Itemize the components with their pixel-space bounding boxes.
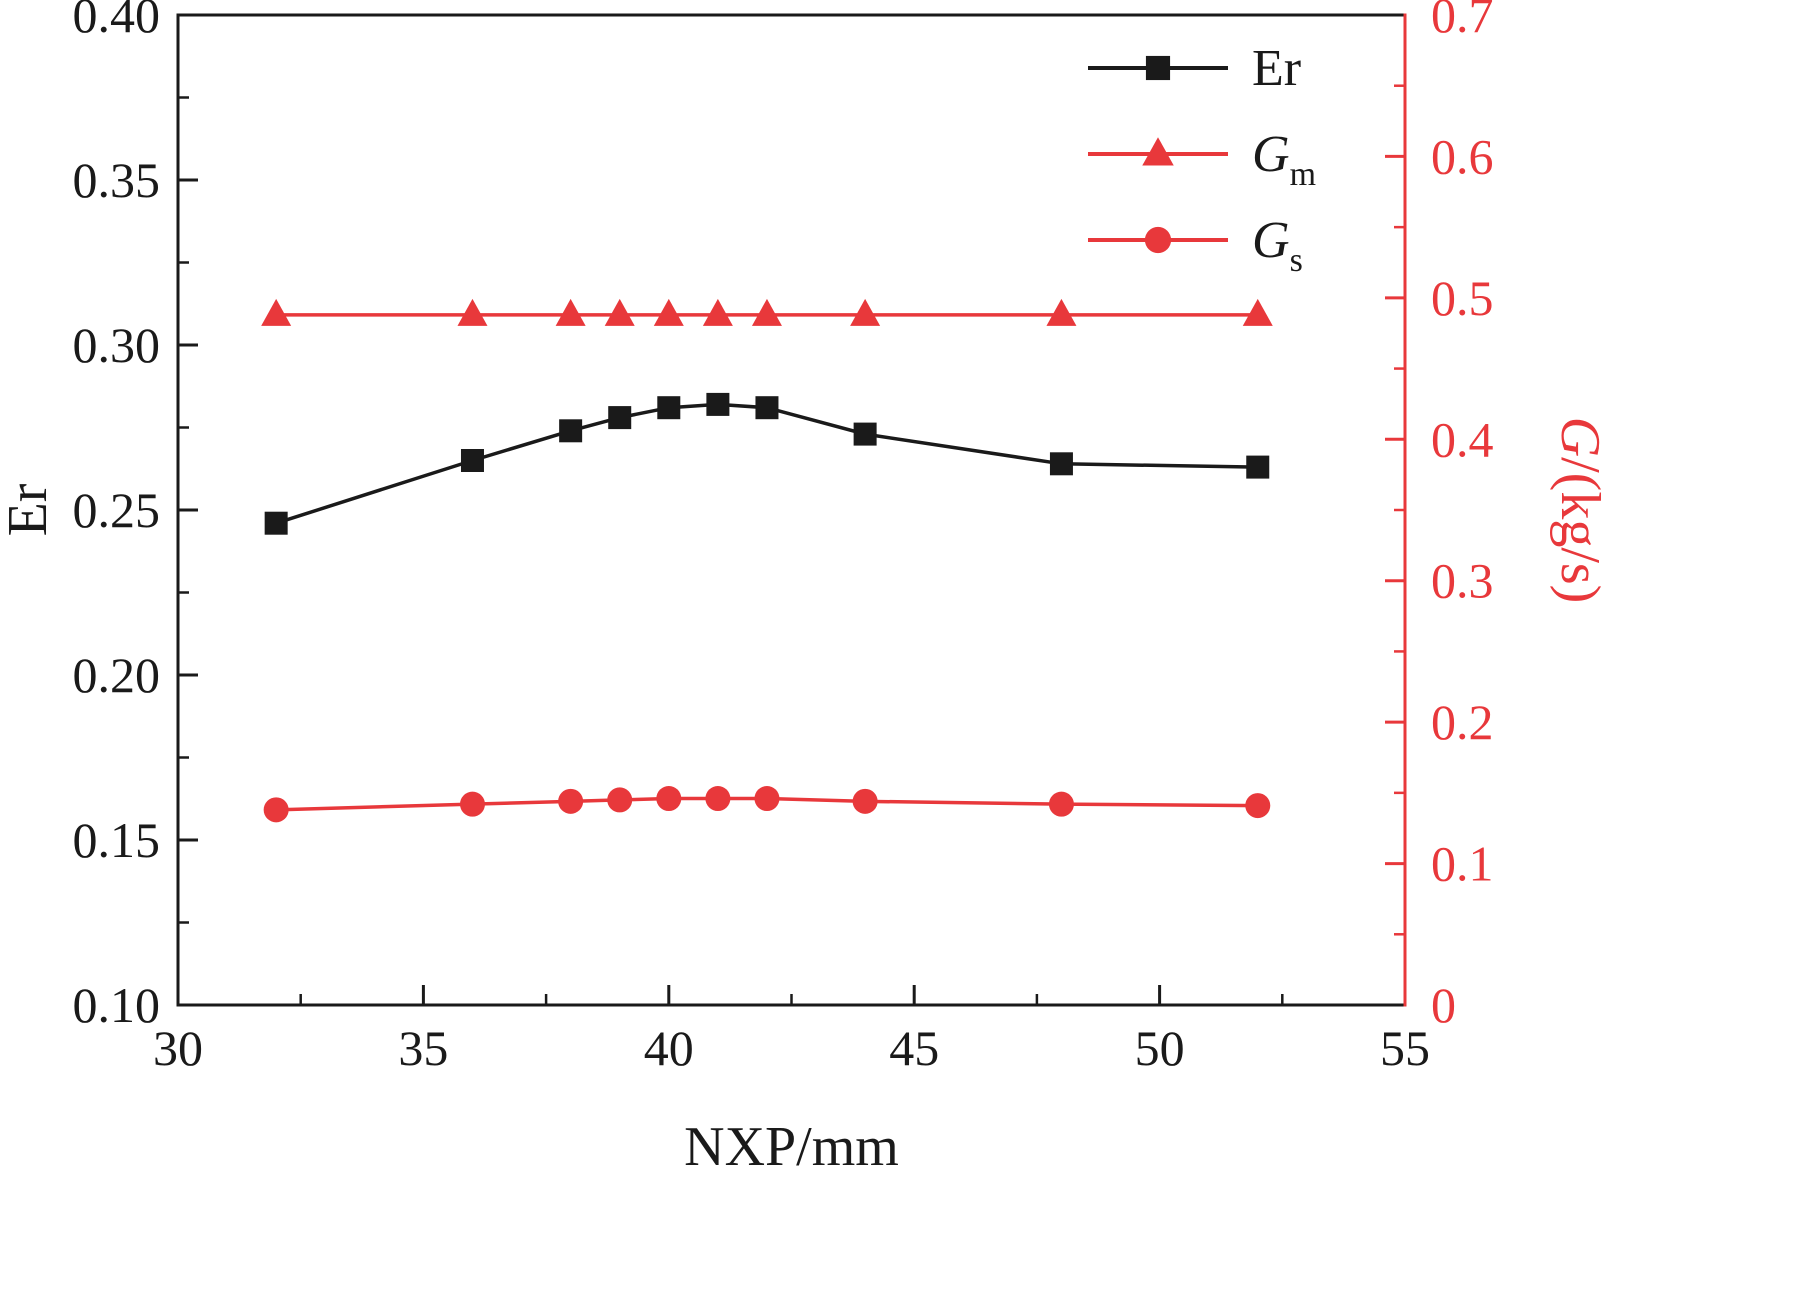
svg-text:0.15: 0.15 bbox=[73, 812, 161, 868]
svg-text:0.40: 0.40 bbox=[73, 0, 161, 43]
svg-text:0.10: 0.10 bbox=[73, 977, 161, 1033]
svg-text:0.3: 0.3 bbox=[1431, 553, 1494, 609]
svg-text:0.2: 0.2 bbox=[1431, 694, 1494, 750]
svg-text:G/(kg/s): G/(kg/s) bbox=[1549, 417, 1611, 604]
svg-text:0.7: 0.7 bbox=[1431, 0, 1494, 43]
svg-text:40: 40 bbox=[644, 1020, 694, 1076]
svg-text:0.20: 0.20 bbox=[73, 647, 161, 703]
series-Gm bbox=[261, 298, 1273, 326]
svg-text:0.25: 0.25 bbox=[73, 482, 161, 538]
svg-text:Er: Er bbox=[1252, 40, 1301, 97]
svg-text:0.4: 0.4 bbox=[1431, 411, 1494, 467]
svg-text:55: 55 bbox=[1380, 1020, 1430, 1076]
x-axis: 30 35 40 45 50 55 NXP/mm bbox=[153, 985, 1430, 1178]
series-Er bbox=[264, 392, 1270, 535]
svg-text:Gm: Gm bbox=[1252, 126, 1316, 193]
svg-text:0.6: 0.6 bbox=[1431, 128, 1494, 184]
plot-frame bbox=[176, 13, 1407, 1007]
svg-text:NXP/mm: NXP/mm bbox=[684, 1116, 899, 1178]
svg-text:0.5: 0.5 bbox=[1431, 270, 1494, 326]
svg-text:0.1: 0.1 bbox=[1431, 836, 1494, 892]
svg-text:Gs: Gs bbox=[1252, 212, 1303, 279]
svg-text:50: 50 bbox=[1135, 1020, 1185, 1076]
svg-text:30: 30 bbox=[153, 1020, 203, 1076]
svg-text:Er: Er bbox=[0, 483, 59, 536]
series-Gs bbox=[263, 786, 1271, 823]
svg-text:0: 0 bbox=[1431, 977, 1456, 1033]
svg-text:0.30: 0.30 bbox=[73, 317, 161, 373]
svg-text:45: 45 bbox=[889, 1020, 939, 1076]
left-y-axis: 0.10 0.15 0.20 0.25 0.30 0.35 0.40 Er bbox=[0, 0, 198, 1033]
right-y-axis: 0 0.1 0.2 0.3 0.4 0.5 0.6 0.7 G/(kg/s) bbox=[1385, 0, 1611, 1033]
legend: Er Gm Gs bbox=[1088, 40, 1316, 279]
svg-text:0.35: 0.35 bbox=[73, 152, 161, 208]
svg-text:35: 35 bbox=[398, 1020, 448, 1076]
